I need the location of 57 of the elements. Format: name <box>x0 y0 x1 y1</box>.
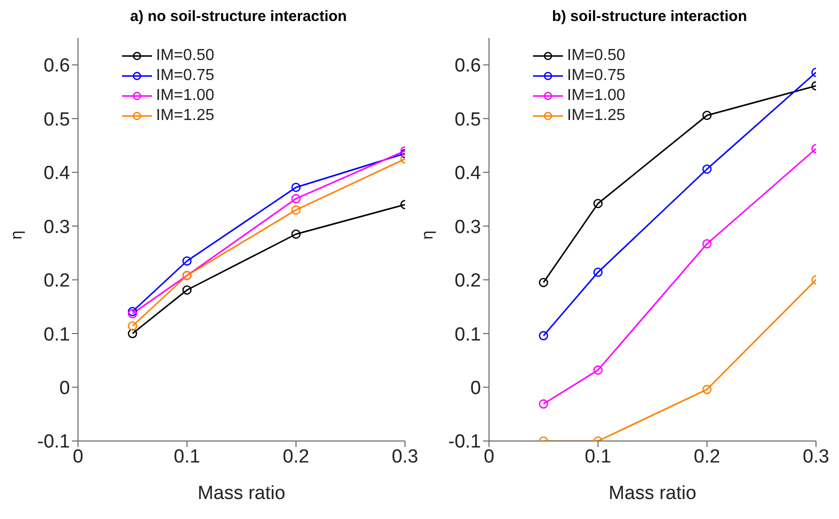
y-tick-label: 0.6 <box>44 56 70 77</box>
point <box>291 205 301 215</box>
legend-label: IM=1.25 <box>567 106 626 126</box>
y-axis-title: η <box>8 230 26 240</box>
y-tick-label: -0.1 <box>448 432 481 453</box>
y-tick-label: 0 <box>470 378 481 400</box>
point <box>291 182 301 192</box>
point <box>182 285 192 295</box>
x-tick-label: 0.3 <box>392 446 418 468</box>
y-axis-title: η <box>420 230 437 240</box>
legend-label: IM=1.00 <box>567 86 626 106</box>
y-tick-label: -0.1 <box>37 432 70 453</box>
point <box>182 256 192 266</box>
x-tick-label: 0.2 <box>282 446 310 468</box>
x-tick-label: 0 <box>72 446 84 468</box>
point <box>538 331 548 340</box>
chart-title: a) no soil-structure interaction <box>129 8 348 27</box>
point <box>128 321 138 331</box>
point <box>538 278 548 288</box>
x-tick-label: 0.1 <box>174 446 200 468</box>
point <box>538 399 548 409</box>
point <box>702 239 712 248</box>
y-tick-label: 0.5 <box>44 109 70 130</box>
point <box>702 110 712 120</box>
y-tick-label: 0.2 <box>44 270 70 292</box>
x-tick-label: 0 <box>484 446 494 468</box>
y-tick-label: 0.4 <box>454 163 482 184</box>
legend-label: IM=0.50 <box>156 46 214 66</box>
point <box>593 365 603 375</box>
x-axis-title: Mass ratio <box>198 483 286 504</box>
legend-label: IM=1.00 <box>156 86 214 106</box>
x-tick-label: 0.3 <box>802 446 830 468</box>
y-tick-label: 0.1 <box>454 324 481 346</box>
y-tick-label: 0.3 <box>454 216 481 238</box>
legend-label: IM=0.75 <box>156 66 214 86</box>
point <box>128 309 138 318</box>
x-tick-label: 0.2 <box>694 446 720 468</box>
y-tick-label: 0.2 <box>454 270 481 292</box>
legend-label: IM=1.25 <box>156 106 214 126</box>
x-axis-title: Mass ratio <box>608 483 696 504</box>
point <box>128 306 138 316</box>
legend-label: IM=0.75 <box>567 66 626 86</box>
point <box>291 229 301 239</box>
y-tick-label: 0.4 <box>44 163 70 184</box>
point <box>593 198 603 208</box>
y-tick-label: 0.1 <box>44 324 70 346</box>
point <box>128 328 138 338</box>
y-tick-label: 0.5 <box>454 109 481 130</box>
legend-label: IM=0.50 <box>567 46 626 66</box>
chart-title: b) soil-structure interaction <box>550 8 748 27</box>
point <box>593 268 603 277</box>
y-tick-label: 0.6 <box>454 56 481 77</box>
point <box>702 164 712 174</box>
point <box>291 194 301 204</box>
y-tick-label: 0 <box>59 378 70 400</box>
y-tick-label: 0.3 <box>44 216 70 238</box>
x-tick-label: 0.1 <box>584 446 612 468</box>
